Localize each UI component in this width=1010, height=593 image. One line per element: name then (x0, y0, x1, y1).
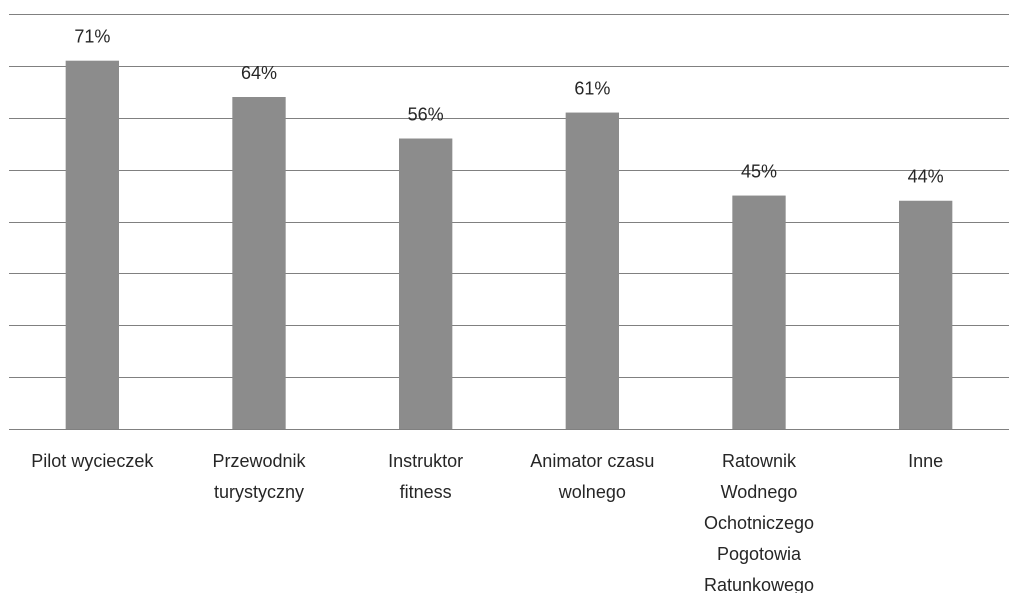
bar (732, 195, 786, 429)
bar (65, 60, 119, 429)
bar (899, 200, 953, 429)
value-label: 45% (741, 161, 777, 181)
x-tick-label: Ratownik Wodnego Ochotniczego Pogotowia … (703, 451, 815, 593)
x-tick-label: Animator czasu wolnego (530, 451, 655, 502)
x-tick-label: Przewodnik turystyczny (212, 451, 306, 502)
x-tick-label: Instruktor fitness (388, 451, 464, 502)
value-label: 71% (74, 26, 110, 46)
bar (565, 112, 619, 429)
x-tick-label: Inne (908, 451, 944, 471)
bar (399, 138, 453, 429)
bar (232, 97, 286, 429)
value-label: 64% (241, 63, 277, 83)
value-label: 56% (408, 104, 444, 124)
x-tick-label: Pilot wycieczek (31, 451, 154, 471)
value-label: 44% (908, 167, 944, 187)
value-label: 61% (574, 78, 610, 98)
